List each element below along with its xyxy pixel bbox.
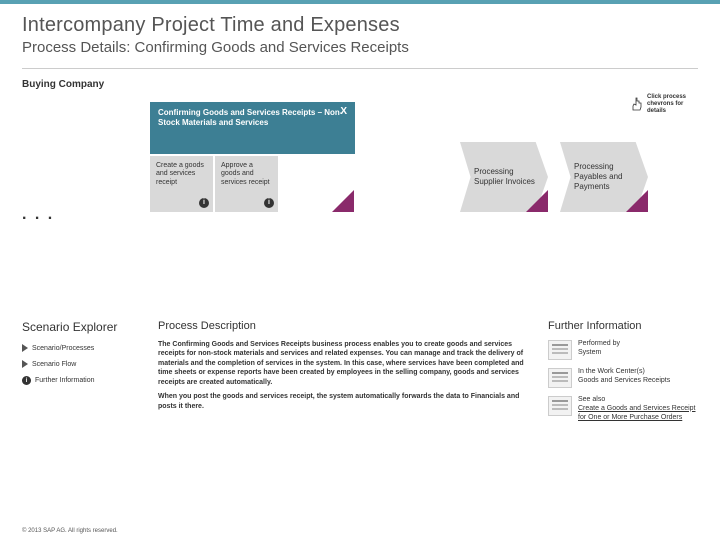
chevron-label: Processing Payables and Payments	[574, 162, 640, 192]
close-icon[interactable]: X	[340, 106, 347, 119]
document-icon	[548, 340, 572, 360]
process-flow-area: . . . Confirming Goods and Services Rece…	[0, 96, 720, 286]
accent-triangle	[332, 190, 354, 212]
process-description-panel: Process Description The Confirming Goods…	[158, 320, 530, 430]
section-label: Buying Company	[0, 69, 720, 90]
further-info-row: In the Work Center(s) Goods and Services…	[548, 368, 698, 388]
accent-triangle	[626, 190, 648, 212]
chevron-label: Processing Supplier Invoices	[474, 167, 540, 187]
step-create-receipt[interactable]: Create a goods and services receipt i	[150, 156, 213, 212]
see-also-link[interactable]: Create a Goods and Services Receipt for …	[578, 405, 696, 421]
nav-label: Scenario Flow	[32, 361, 76, 368]
further-information-panel: Further Information Performed by System …	[548, 320, 698, 430]
workcenter-icon	[548, 368, 572, 388]
nav-label: Further Information	[35, 377, 95, 384]
info-icon[interactable]: i	[264, 198, 274, 208]
process-description-body: The Confirming Goods and Services Receip…	[158, 340, 530, 411]
further-info-label: Performed by	[578, 340, 620, 349]
step-approve-receipt[interactable]: Approve a goods and services receipt i	[215, 156, 278, 212]
further-info-row: See also Create a Goods and Services Rec…	[548, 396, 698, 422]
description-paragraph: When you post the goods and services rec…	[158, 392, 530, 411]
process-header-box[interactable]: Confirming Goods and Services Receipts –…	[150, 102, 355, 154]
process-header-label: Confirming Goods and Services Receipts –…	[158, 108, 342, 127]
link-icon	[548, 396, 572, 416]
further-info-label: In the Work Center(s)	[578, 368, 670, 377]
further-info-row: Performed by System	[548, 340, 698, 360]
accent-triangle	[526, 190, 548, 212]
flow-ellipsis: . . .	[22, 206, 54, 224]
nav-scenario-flow[interactable]: Scenario Flow	[22, 360, 140, 368]
info-icon[interactable]: i	[199, 198, 209, 208]
page-subtitle: Process Details: Confirming Goods and Se…	[22, 39, 698, 56]
chevron-right-icon	[22, 344, 28, 352]
nav-label: Scenario/Processes	[32, 345, 94, 352]
scenario-explorer-title: Scenario Explorer	[22, 320, 140, 334]
nav-further-information[interactable]: i Further Information	[22, 376, 140, 385]
info-icon: i	[22, 376, 31, 385]
further-info-value: System	[578, 349, 620, 358]
further-info-label: See also	[578, 396, 698, 405]
step-label: Approve a goods and services receipt	[221, 162, 270, 186]
chevron-right-icon	[22, 360, 28, 368]
further-info-value: Goods and Services Receipts	[578, 377, 670, 386]
scenario-explorer-panel: Scenario Explorer Scenario/Processes Sce…	[22, 320, 140, 430]
further-information-title: Further Information	[548, 320, 698, 332]
process-steps-row: Create a goods and services receipt i Ap…	[150, 156, 280, 212]
step-label: Create a goods and services receipt	[156, 162, 204, 186]
description-paragraph: The Confirming Goods and Services Receip…	[158, 340, 530, 387]
copyright-text: © 2013 SAP AG. All rights reserved.	[22, 528, 118, 534]
lower-section: Scenario Explorer Scenario/Processes Sce…	[0, 320, 720, 430]
nav-scenario-processes[interactable]: Scenario/Processes	[22, 344, 140, 352]
process-description-title: Process Description	[158, 320, 530, 332]
page-title: Intercompany Project Time and Expenses	[22, 14, 698, 37]
page-header: Intercompany Project Time and Expenses P…	[0, 4, 720, 62]
